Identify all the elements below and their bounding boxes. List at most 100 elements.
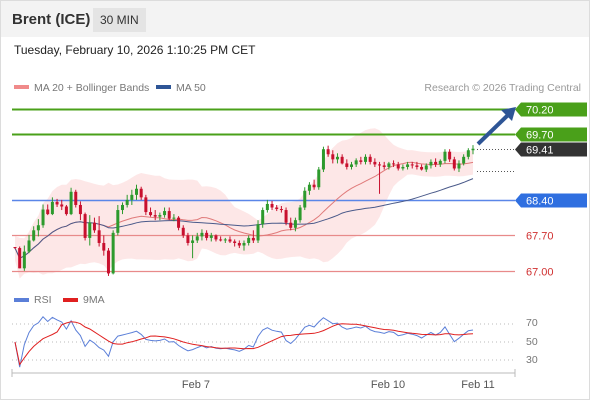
candle-body bbox=[92, 222, 96, 231]
rsi-ma-legend-label: 9MA bbox=[83, 294, 105, 306]
candle-body bbox=[149, 212, 153, 216]
candle bbox=[242, 240, 246, 251]
candle bbox=[209, 232, 213, 242]
candle-body bbox=[219, 239, 223, 241]
ma50-legend-label: MA 50 bbox=[176, 82, 206, 94]
candle-body bbox=[186, 235, 190, 243]
candle bbox=[392, 160, 396, 167]
candle-body bbox=[205, 232, 209, 238]
candle-body bbox=[83, 214, 87, 238]
x-tick-feb11: Feb 11 bbox=[461, 379, 494, 391]
level-tag-text: 70.20 bbox=[526, 105, 554, 117]
candle bbox=[424, 163, 428, 173]
candle bbox=[420, 164, 424, 171]
candle bbox=[265, 199, 269, 213]
candle bbox=[410, 161, 414, 169]
candle-body bbox=[247, 237, 251, 243]
candle-body bbox=[111, 232, 115, 274]
candle-body bbox=[32, 230, 36, 241]
candle-body bbox=[163, 211, 167, 216]
candle-body bbox=[139, 188, 143, 198]
candle bbox=[106, 248, 110, 276]
level-tag-bg bbox=[515, 102, 587, 117]
candle-body bbox=[293, 220, 297, 228]
candle bbox=[256, 220, 260, 243]
projection-arrow bbox=[476, 107, 516, 146]
candle-body bbox=[317, 169, 321, 188]
candle bbox=[331, 150, 335, 164]
candle bbox=[55, 198, 59, 207]
candle-body bbox=[284, 210, 288, 223]
candle-body bbox=[172, 217, 176, 219]
candle bbox=[247, 235, 251, 246]
level-tag-text: 69.41 bbox=[526, 145, 554, 157]
candle-body bbox=[102, 242, 106, 251]
candle-body bbox=[275, 207, 279, 210]
candle-body bbox=[331, 154, 335, 160]
candle bbox=[373, 158, 377, 167]
candle-body bbox=[378, 164, 382, 166]
candle-body bbox=[130, 194, 134, 200]
timeframe-button[interactable]: 30 MIN bbox=[93, 8, 146, 32]
copyright-label: Research © 2026 Trading Central bbox=[424, 82, 581, 94]
candle-body bbox=[382, 165, 386, 167]
candle bbox=[177, 216, 181, 231]
candle-body bbox=[153, 215, 157, 217]
candle bbox=[139, 186, 143, 200]
candle bbox=[102, 235, 106, 256]
candle-body bbox=[373, 161, 377, 165]
level-tag-text: 67.70 bbox=[526, 231, 554, 243]
candle-body bbox=[200, 232, 204, 237]
candle bbox=[340, 154, 344, 165]
candle bbox=[382, 161, 386, 170]
candle bbox=[125, 194, 129, 208]
datetime-label: Tuesday, February 10, 2026 1:10:25 PM CE… bbox=[14, 43, 256, 57]
candle-body bbox=[158, 215, 162, 217]
candle-body bbox=[69, 191, 73, 215]
candle-body bbox=[368, 156, 372, 162]
candle bbox=[270, 200, 274, 211]
candle-body bbox=[256, 224, 260, 241]
level-label-69-41: 69.41 bbox=[515, 142, 587, 157]
header-bar: Brent (ICE) 30 MIN bbox=[1, 1, 589, 37]
rsi-level-50: 50 bbox=[526, 336, 538, 348]
candle bbox=[359, 156, 363, 165]
candle-body bbox=[214, 235, 218, 240]
candle-body bbox=[242, 242, 246, 246]
x-tick-feb7: Feb 7 bbox=[182, 379, 210, 391]
candle bbox=[163, 207, 167, 218]
candle-body bbox=[354, 160, 358, 165]
candle-body bbox=[209, 235, 213, 238]
candle bbox=[349, 161, 353, 170]
candle bbox=[158, 212, 162, 221]
candle-body bbox=[237, 242, 241, 246]
candle-body bbox=[303, 190, 307, 208]
candle bbox=[396, 161, 400, 171]
candle-body bbox=[50, 201, 54, 215]
candle bbox=[312, 179, 316, 190]
candle-body bbox=[434, 161, 438, 165]
candle bbox=[83, 212, 87, 241]
candle-body bbox=[78, 204, 82, 215]
candle bbox=[284, 207, 288, 226]
candle-body bbox=[120, 204, 124, 211]
candle-body bbox=[462, 156, 466, 164]
candle-body bbox=[265, 203, 269, 211]
candle bbox=[97, 216, 101, 247]
candle-body bbox=[345, 163, 349, 167]
level-label-69-70: 69.70 bbox=[515, 127, 587, 142]
instrument-title: Brent (ICE) bbox=[12, 11, 91, 28]
candle bbox=[111, 230, 115, 275]
candle-body bbox=[438, 160, 442, 165]
candle-body bbox=[233, 241, 237, 243]
candle bbox=[326, 145, 330, 157]
candle-body bbox=[443, 151, 447, 161]
candle bbox=[88, 215, 92, 246]
candle bbox=[406, 161, 410, 170]
candle bbox=[307, 182, 311, 195]
candle-body bbox=[335, 156, 339, 160]
x-tick-feb10: Feb 10 bbox=[371, 379, 405, 391]
candle bbox=[438, 159, 442, 167]
candle-body bbox=[177, 217, 181, 228]
